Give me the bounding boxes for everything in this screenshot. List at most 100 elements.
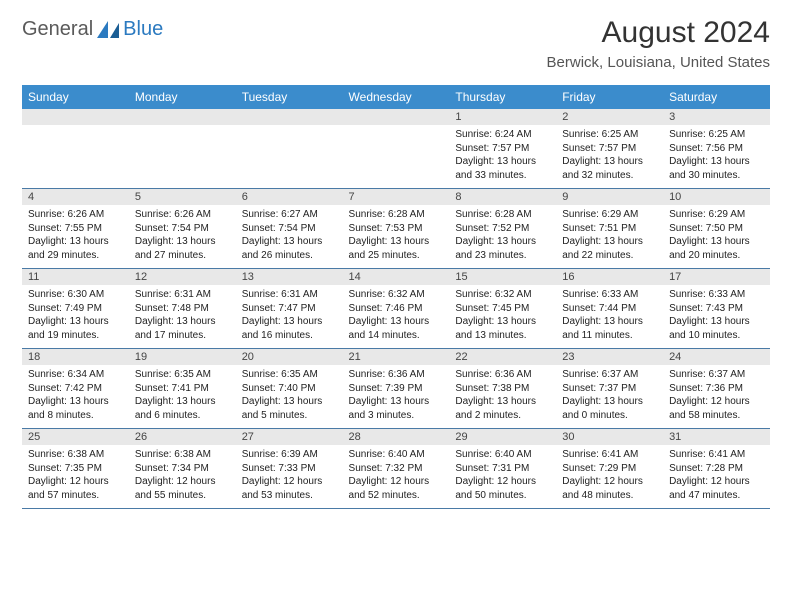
daynum-row: 11121314151617 [22, 269, 770, 286]
day-cell [343, 125, 450, 189]
sunrise-text: Sunrise: 6:41 AM [562, 448, 657, 462]
sunrise-text: Sunrise: 6:40 AM [455, 448, 550, 462]
day-cell: Sunrise: 6:28 AMSunset: 7:52 PMDaylight:… [449, 205, 556, 269]
sail-icon [97, 21, 119, 39]
daylight-text: Daylight: 13 hours and 11 minutes. [562, 315, 657, 342]
day-number-cell: 3 [663, 109, 770, 125]
day-number-cell [129, 109, 236, 125]
daylight-text: Daylight: 13 hours and 14 minutes. [349, 315, 444, 342]
daynum-row: 25262728293031 [22, 429, 770, 446]
day-cell: Sunrise: 6:25 AMSunset: 7:57 PMDaylight:… [556, 125, 663, 189]
day-cell: Sunrise: 6:33 AMSunset: 7:43 PMDaylight:… [663, 285, 770, 349]
day-number-cell: 8 [449, 189, 556, 206]
week-row: Sunrise: 6:24 AMSunset: 7:57 PMDaylight:… [22, 125, 770, 189]
day-cell-content: Sunrise: 6:39 AMSunset: 7:33 PMDaylight:… [236, 445, 343, 508]
day-number-cell: 1 [449, 109, 556, 125]
week-row: Sunrise: 6:30 AMSunset: 7:49 PMDaylight:… [22, 285, 770, 349]
daylight-text: Daylight: 12 hours and 57 minutes. [28, 475, 123, 502]
sunset-text: Sunset: 7:39 PM [349, 382, 444, 396]
sunrise-text: Sunrise: 6:33 AM [669, 288, 764, 302]
day-cell: Sunrise: 6:25 AMSunset: 7:56 PMDaylight:… [663, 125, 770, 189]
sunset-text: Sunset: 7:55 PM [28, 222, 123, 236]
day-header: Saturday [663, 85, 770, 109]
sunrise-text: Sunrise: 6:37 AM [562, 368, 657, 382]
sunset-text: Sunset: 7:43 PM [669, 302, 764, 316]
daylight-text: Daylight: 13 hours and 29 minutes. [28, 235, 123, 262]
sunrise-text: Sunrise: 6:36 AM [455, 368, 550, 382]
day-cell-content [343, 125, 450, 181]
sunrise-text: Sunrise: 6:25 AM [562, 128, 657, 142]
day-number-cell: 5 [129, 189, 236, 206]
daylight-text: Daylight: 13 hours and 10 minutes. [669, 315, 764, 342]
day-cell-content: Sunrise: 6:28 AMSunset: 7:52 PMDaylight:… [449, 205, 556, 268]
sunrise-text: Sunrise: 6:33 AM [562, 288, 657, 302]
sunrise-text: Sunrise: 6:32 AM [455, 288, 550, 302]
sunrise-text: Sunrise: 6:41 AM [669, 448, 764, 462]
day-cell-content [22, 125, 129, 181]
day-cell-content: Sunrise: 6:31 AMSunset: 7:47 PMDaylight:… [236, 285, 343, 348]
day-cell-content: Sunrise: 6:30 AMSunset: 7:49 PMDaylight:… [22, 285, 129, 348]
day-number-cell: 22 [449, 349, 556, 366]
daylight-text: Daylight: 13 hours and 22 minutes. [562, 235, 657, 262]
day-number-cell: 4 [22, 189, 129, 206]
day-cell: Sunrise: 6:41 AMSunset: 7:28 PMDaylight:… [663, 445, 770, 509]
day-number-cell [343, 109, 450, 125]
day-number-cell: 13 [236, 269, 343, 286]
day-number-cell: 29 [449, 429, 556, 446]
sunset-text: Sunset: 7:53 PM [349, 222, 444, 236]
daylight-text: Daylight: 13 hours and 30 minutes. [669, 155, 764, 182]
sunrise-text: Sunrise: 6:30 AM [28, 288, 123, 302]
sunset-text: Sunset: 7:36 PM [669, 382, 764, 396]
sunrise-text: Sunrise: 6:38 AM [135, 448, 230, 462]
day-cell-content: Sunrise: 6:26 AMSunset: 7:54 PMDaylight:… [129, 205, 236, 268]
day-cell: Sunrise: 6:33 AMSunset: 7:44 PMDaylight:… [556, 285, 663, 349]
sunrise-text: Sunrise: 6:26 AM [28, 208, 123, 222]
sunset-text: Sunset: 7:57 PM [455, 142, 550, 156]
daylight-text: Daylight: 12 hours and 53 minutes. [242, 475, 337, 502]
sunrise-text: Sunrise: 6:32 AM [349, 288, 444, 302]
day-header: Wednesday [343, 85, 450, 109]
daylight-text: Daylight: 13 hours and 3 minutes. [349, 395, 444, 422]
sunset-text: Sunset: 7:48 PM [135, 302, 230, 316]
day-number-cell: 6 [236, 189, 343, 206]
sunrise-text: Sunrise: 6:40 AM [349, 448, 444, 462]
daylight-text: Daylight: 13 hours and 17 minutes. [135, 315, 230, 342]
day-header: Monday [129, 85, 236, 109]
daynum-row: 123 [22, 109, 770, 125]
day-cell: Sunrise: 6:35 AMSunset: 7:40 PMDaylight:… [236, 365, 343, 429]
sunrise-text: Sunrise: 6:28 AM [349, 208, 444, 222]
day-number-cell: 11 [22, 269, 129, 286]
sunrise-text: Sunrise: 6:28 AM [455, 208, 550, 222]
day-cell-content: Sunrise: 6:36 AMSunset: 7:38 PMDaylight:… [449, 365, 556, 428]
day-cell-content: Sunrise: 6:41 AMSunset: 7:28 PMDaylight:… [663, 445, 770, 508]
day-number-cell: 23 [556, 349, 663, 366]
day-cell: Sunrise: 6:29 AMSunset: 7:51 PMDaylight:… [556, 205, 663, 269]
sunrise-text: Sunrise: 6:27 AM [242, 208, 337, 222]
day-number-cell: 19 [129, 349, 236, 366]
daylight-text: Daylight: 12 hours and 55 minutes. [135, 475, 230, 502]
daylight-text: Daylight: 12 hours and 52 minutes. [349, 475, 444, 502]
day-cell-content: Sunrise: 6:24 AMSunset: 7:57 PMDaylight:… [449, 125, 556, 188]
sunset-text: Sunset: 7:31 PM [455, 462, 550, 476]
day-cell: Sunrise: 6:34 AMSunset: 7:42 PMDaylight:… [22, 365, 129, 429]
day-cell: Sunrise: 6:27 AMSunset: 7:54 PMDaylight:… [236, 205, 343, 269]
day-cell: Sunrise: 6:26 AMSunset: 7:54 PMDaylight:… [129, 205, 236, 269]
day-number-cell: 28 [343, 429, 450, 446]
day-cell-content: Sunrise: 6:33 AMSunset: 7:43 PMDaylight:… [663, 285, 770, 348]
day-cell-content: Sunrise: 6:38 AMSunset: 7:35 PMDaylight:… [22, 445, 129, 508]
day-number-cell: 14 [343, 269, 450, 286]
daynum-row: 18192021222324 [22, 349, 770, 366]
day-number-cell: 15 [449, 269, 556, 286]
day-cell: Sunrise: 6:26 AMSunset: 7:55 PMDaylight:… [22, 205, 129, 269]
sunset-text: Sunset: 7:44 PM [562, 302, 657, 316]
sunrise-text: Sunrise: 6:29 AM [562, 208, 657, 222]
week-row: Sunrise: 6:26 AMSunset: 7:55 PMDaylight:… [22, 205, 770, 269]
day-cell-content: Sunrise: 6:37 AMSunset: 7:37 PMDaylight:… [556, 365, 663, 428]
sunset-text: Sunset: 7:51 PM [562, 222, 657, 236]
day-number-cell: 16 [556, 269, 663, 286]
day-cell: Sunrise: 6:30 AMSunset: 7:49 PMDaylight:… [22, 285, 129, 349]
daylight-text: Daylight: 13 hours and 33 minutes. [455, 155, 550, 182]
calendar-body: 123Sunrise: 6:24 AMSunset: 7:57 PMDaylig… [22, 109, 770, 509]
day-header-row: Sunday Monday Tuesday Wednesday Thursday… [22, 85, 770, 109]
daylight-text: Daylight: 13 hours and 25 minutes. [349, 235, 444, 262]
